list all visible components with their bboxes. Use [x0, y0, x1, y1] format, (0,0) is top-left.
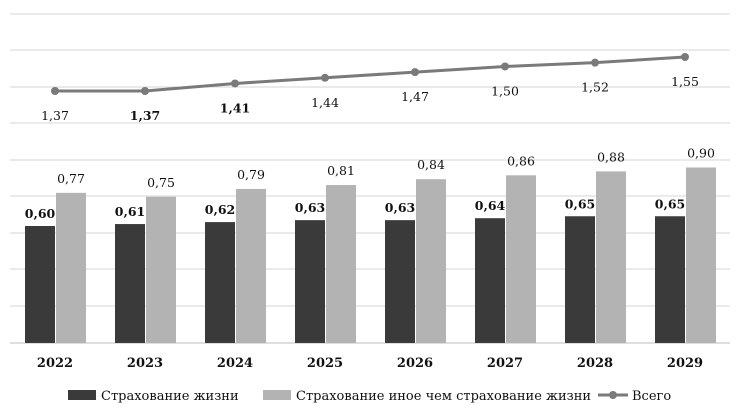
data-label-total-2023: 1,37 — [130, 108, 160, 123]
data-label-life-2029: 0,65 — [655, 196, 685, 211]
bar-life-2029 — [655, 216, 685, 343]
legend-label-nonlife: Страхование иное чем страхование жизни — [296, 389, 591, 404]
x-tick-label-2023: 2023 — [127, 356, 163, 371]
point-total-2025 — [321, 73, 329, 82]
legend-marker-total — [609, 391, 617, 399]
x-tick-label-2022: 2022 — [37, 356, 73, 371]
bar-life-2023 — [115, 224, 145, 343]
line-total — [55, 55, 686, 93]
bar-life-2022 — [25, 226, 55, 343]
bar-nonlife-2023 — [146, 196, 176, 343]
data-label-life-2024: 0,62 — [205, 202, 235, 217]
data-label-nonlife-2025: 0,81 — [327, 163, 355, 178]
bar-life-2027 — [475, 218, 505, 343]
data-label-total-2026: 1,47 — [401, 89, 429, 104]
legend-swatch-life — [68, 390, 96, 400]
point-total-2027 — [501, 62, 509, 71]
data-label-total-2024: 1,41 — [220, 100, 250, 115]
data-label-total-2022: 1,37 — [41, 108, 69, 123]
bar-nonlife-2024 — [236, 188, 266, 343]
data-label-life-2023: 0,61 — [115, 204, 145, 219]
x-tick-label-2026: 2026 — [397, 356, 433, 371]
legend: Страхование жизни Страхование иное чем ст… — [68, 389, 671, 404]
bar-life-2025 — [295, 220, 325, 343]
point-total-2029 — [681, 53, 689, 61]
data-label-nonlife-2027: 0,86 — [507, 153, 535, 168]
data-label-life-2022: 0,60 — [25, 206, 56, 221]
point-total-2023 — [141, 87, 149, 95]
bar-nonlife-2028 — [596, 171, 626, 343]
bar-nonlife-2022 — [56, 192, 86, 343]
x-tick-label-2024: 2024 — [217, 356, 253, 371]
data-label-nonlife-2028: 0,88 — [597, 149, 625, 164]
point-total-2028 — [591, 58, 599, 67]
data-label-life-2025: 0,63 — [295, 200, 325, 215]
bar-nonlife-2026 — [416, 179, 446, 343]
data-label-total-2027: 1,50 — [491, 83, 519, 98]
data-label-life-2027: 0,64 — [475, 198, 506, 213]
data-label-life-2026: 0,63 — [385, 200, 415, 215]
bar-nonlife-2029 — [686, 167, 716, 343]
legend-swatch-nonlife — [263, 390, 291, 400]
x-tick-label-2027: 2027 — [487, 356, 523, 371]
data-label-nonlife-2026: 0,84 — [417, 157, 445, 172]
point-total-2024 — [231, 79, 239, 88]
data-label-nonlife-2024: 0,79 — [237, 167, 265, 182]
bar-life-2026 — [385, 220, 415, 343]
point-total-2026 — [411, 68, 419, 77]
bar-life-2024 — [205, 222, 235, 343]
data-label-total-2028: 1,52 — [581, 80, 609, 95]
bar-nonlife-2027 — [506, 175, 536, 343]
x-tick-label-2029: 2029 — [667, 356, 703, 371]
data-label-nonlife-2022: 0,77 — [57, 171, 85, 186]
data-label-nonlife-2029: 0,90 — [687, 146, 715, 161]
data-label-total-2025: 1,44 — [311, 95, 339, 110]
x-tick-label-2028: 2028 — [577, 356, 613, 371]
data-label-total-2029: 1,55 — [671, 74, 699, 89]
data-label-life-2028: 0,65 — [565, 196, 595, 211]
x-tick-label-2025: 2025 — [307, 356, 343, 371]
bar-life-2028 — [565, 216, 595, 343]
bar-nonlife-2025 — [326, 185, 356, 343]
data-label-nonlife-2023: 0,75 — [147, 175, 175, 190]
legend-label-life: Страхование жизни — [101, 389, 239, 404]
point-total-2022 — [51, 87, 59, 95]
legend-label-total: Всего — [632, 389, 671, 404]
